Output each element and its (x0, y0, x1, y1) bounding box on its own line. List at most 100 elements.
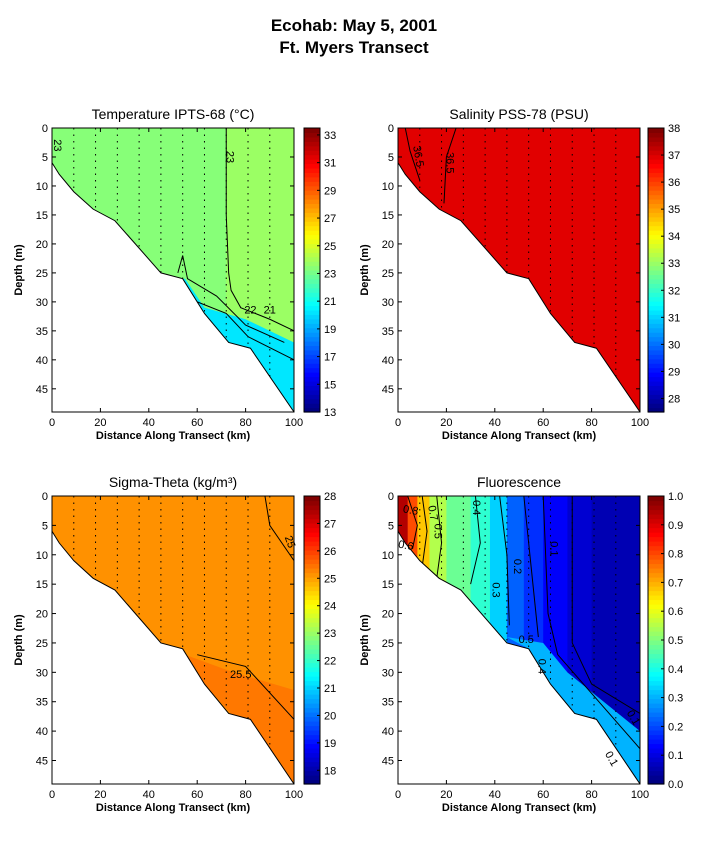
contour-line (523, 496, 539, 638)
colorbar-tick-label: 17 (324, 352, 336, 364)
y-tick-label: 25 (382, 268, 394, 280)
x-tick-label: 100 (631, 417, 649, 429)
colorbar-swatch (648, 136, 664, 142)
y-tick-label: 0 (42, 491, 48, 503)
colorbar-swatch (648, 590, 664, 596)
panel-1: 23 23 22 21 0 20 40 60 80 100 0 5 10 15 20 25 30 35 40 45 Te… (13, 106, 336, 442)
colorbar-tick-label: 0.9 (668, 520, 683, 532)
x-tick-label: 80 (585, 789, 597, 801)
colorbar-swatch (648, 703, 664, 709)
colorbar-swatch (304, 203, 320, 209)
colorbar-swatch (304, 270, 320, 276)
colorbar-swatch (304, 743, 320, 749)
colorbar-swatch (304, 128, 320, 134)
colorbar-swatch (304, 505, 320, 511)
contour-line (542, 496, 640, 750)
panel-1-field (52, 128, 294, 412)
colorbar-swatch (304, 243, 320, 249)
colorbar-swatch (648, 563, 664, 569)
colorbar-swatch (304, 518, 320, 524)
colorbar-swatch (648, 363, 664, 369)
colorbar-tick-label: 35 (668, 204, 680, 216)
colorbar-swatch (648, 568, 664, 574)
contour-line (404, 128, 421, 181)
colorbar-swatch (648, 770, 664, 776)
y-tick-label: 15 (382, 579, 394, 591)
colorbar-swatch (304, 145, 320, 151)
y-tick-label: 35 (382, 326, 394, 338)
colorbar-swatch (648, 261, 664, 267)
panel-title: Sigma-Theta (kg/m³) (109, 474, 237, 490)
colorbar-tick-label: 25 (324, 573, 336, 585)
colorbar-swatch (648, 599, 664, 605)
colorbar-tick-label: 1.0 (668, 491, 683, 503)
colorbar-swatch (304, 323, 320, 329)
colorbar-swatch (304, 278, 320, 284)
colorbar-swatch (648, 167, 664, 173)
colorbar-tick-label: 29 (668, 366, 680, 378)
colorbar-swatch (648, 234, 664, 240)
colorbar-tick-label: 37 (668, 150, 680, 162)
colorbar-swatch (304, 252, 320, 258)
contour-line (177, 255, 285, 343)
colorbar-swatch (304, 136, 320, 142)
colorbar-swatch (304, 532, 320, 538)
colorbar-swatch (648, 349, 664, 355)
axes-frame (397, 127, 641, 413)
colorbar-swatch (304, 653, 320, 659)
y-tick-label: 25 (36, 268, 48, 280)
colorbar-swatch (304, 216, 320, 222)
colorbar-swatch (648, 532, 664, 538)
colorbar-swatch (304, 541, 320, 547)
y-tick-label: 40 (382, 726, 394, 738)
figure-title-line2: Ft. Myers Transect (279, 38, 429, 57)
colorbar-swatch (648, 358, 664, 364)
colorbar-swatch (648, 617, 664, 623)
y-tick-label: 45 (382, 755, 394, 767)
colorbar-swatch (648, 265, 664, 271)
colorbar-tick-label: 24 (324, 601, 336, 613)
colorbar-swatch (304, 234, 320, 240)
colorbar-swatch (648, 154, 664, 160)
y-tick-label: 40 (382, 355, 394, 367)
colorbar-swatch (304, 372, 320, 378)
colorbar-swatch (304, 712, 320, 718)
colorbar-swatch (648, 572, 664, 578)
colorbar-swatch (648, 779, 664, 785)
y-tick-label: 10 (36, 550, 48, 562)
colorbar-swatch (304, 247, 320, 253)
fluorescence-band (446, 496, 472, 784)
colorbar-swatch (648, 141, 664, 147)
y-tick-label: 25 (382, 638, 394, 650)
colorbar-swatch (304, 358, 320, 364)
colorbar-swatch (648, 372, 664, 378)
colorbar-swatch (304, 626, 320, 632)
colorbar-swatch (648, 667, 664, 673)
colorbar-swatch (304, 775, 320, 781)
panel-4: 0.8 0.7 0.6 0.5 0.4 0.3 0.2 0.1 0.5 0.4 0.1 0.1 0 20 4… (359, 474, 683, 814)
colorbar-tick-label: 23 (324, 628, 336, 640)
colorbar-swatch (648, 730, 664, 736)
colorbar-swatch (304, 703, 320, 709)
colorbar-tick-label: 13 (324, 407, 336, 419)
panel-title: Salinity PSS-78 (PSU) (449, 106, 588, 122)
colorbar-swatch (304, 640, 320, 646)
fluorescence-band (543, 496, 568, 784)
colorbar-swatch (304, 568, 320, 574)
colorbar-swatch (648, 649, 664, 655)
colorbar-swatch (648, 203, 664, 209)
y-tick-label: 10 (36, 181, 48, 193)
colorbar-swatch (648, 278, 664, 284)
colorbar-tick-label: 0.1 (668, 750, 683, 762)
colorbar-swatch (304, 261, 320, 267)
colorbar-swatch (304, 403, 320, 409)
y-tick-label: 20 (382, 239, 394, 251)
colorbar-frame (647, 127, 665, 413)
seabed-outline (397, 531, 641, 785)
colorbar-tick-label: 19 (324, 324, 336, 336)
colorbar-swatch (648, 766, 664, 772)
colorbar-swatch (304, 314, 320, 320)
colorbar-swatch (304, 752, 320, 758)
panel-3-field (52, 496, 294, 784)
contour-label: 0.1 (602, 749, 620, 768)
